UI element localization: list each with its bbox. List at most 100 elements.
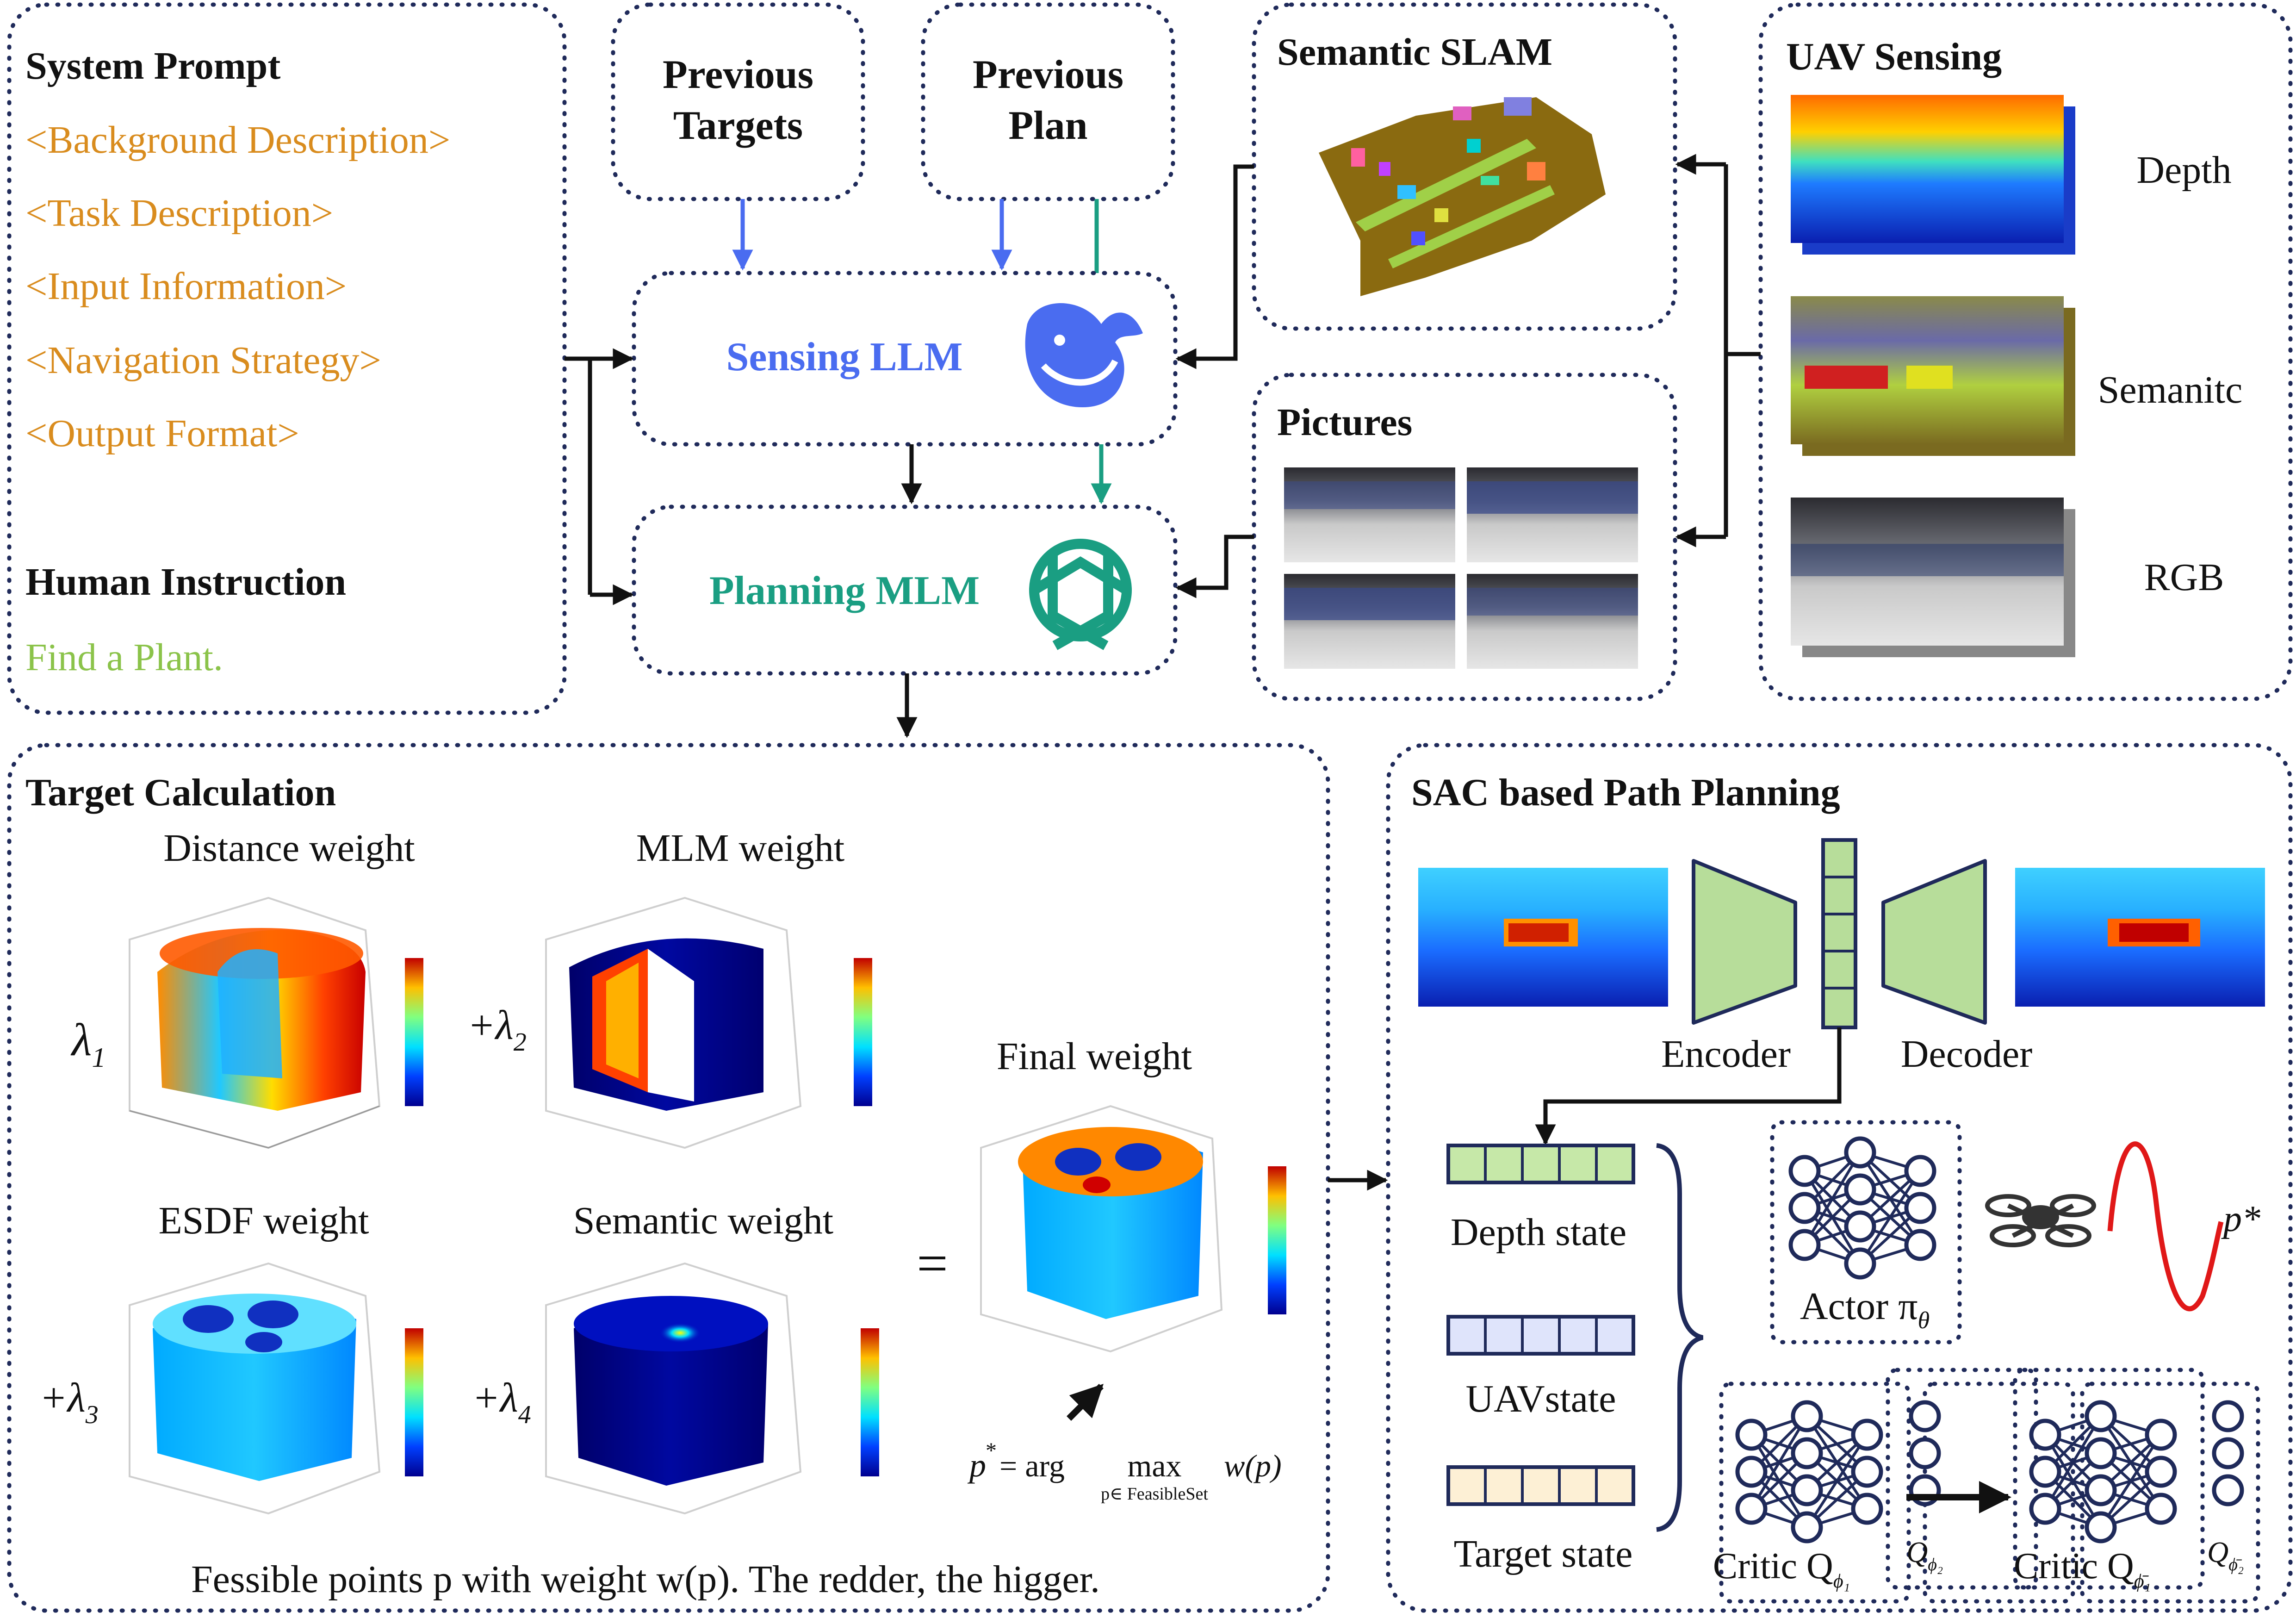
system-prompt-title: System Prompt xyxy=(25,44,280,87)
sensing-llm-label: Sensing LLM xyxy=(726,335,962,380)
sac-path-planning-panel: SAC based Path Planning Encoder Decoder xyxy=(1386,743,2293,1613)
semantic-weight-plot xyxy=(545,1262,879,1515)
picture-grid xyxy=(1284,467,1638,669)
esdf-weight-plot xyxy=(129,1262,423,1515)
svg-text:w(p): w(p) xyxy=(1224,1448,1282,1483)
critic-network-1: Critic Qϕ₁ Qϕ₂ xyxy=(1713,1368,2075,1604)
previous-targets-line2: Targets xyxy=(673,103,803,148)
lambda-2: +λ2 xyxy=(467,1002,527,1057)
distance-weight-label: Distance weight xyxy=(163,827,415,870)
svg-text:p: p xyxy=(967,1447,986,1484)
target-calculation-caption: Fessible points p with weight w(p). The … xyxy=(191,1558,1100,1601)
lambda-3: +λ3 xyxy=(39,1375,99,1429)
prompt-item-background: <Background Description> xyxy=(25,118,450,162)
pictures-title: Pictures xyxy=(1277,401,1412,444)
trajectory-curve xyxy=(2107,1141,2224,1312)
svg-text:max: max xyxy=(1127,1448,1181,1483)
rgb-label: RGB xyxy=(2144,556,2224,599)
encoder-label: Encoder xyxy=(1661,1033,1791,1076)
encoder-block xyxy=(1692,859,1797,1025)
prompt-item-input: <Input Information> xyxy=(25,265,347,308)
target-state-label: Target state xyxy=(1454,1532,1633,1575)
lambda-1: λ1 xyxy=(70,1014,105,1073)
semantic-map-image xyxy=(1319,97,1606,296)
depth-state-vector xyxy=(1446,1144,1635,1184)
human-instruction-text: Find a Plant. xyxy=(25,636,223,679)
critic-2-label: Critic Qϕ̄₁ xyxy=(2014,1546,2151,1592)
planning-mlm-label: Planning MLM xyxy=(709,568,980,613)
target-state-vector xyxy=(1446,1465,1635,1506)
p-star-label: p* xyxy=(2221,1199,2260,1239)
mlm-weight-plot xyxy=(545,896,872,1149)
state-brace xyxy=(1656,1143,1704,1532)
previous-plan-line2: Plan xyxy=(1008,103,1087,148)
uav-state-vector xyxy=(1446,1315,1635,1356)
critic-1-label: Critic Qϕ₁ xyxy=(1713,1546,1850,1592)
argmax-formula: p * = arg max p∈ FeasibleSet w(p) xyxy=(967,1438,1282,1504)
final-weight-plot xyxy=(980,1105,1286,1353)
drone-icon xyxy=(1985,1194,2096,1247)
critic-network-2: Critic Qϕ̄₁ Qϕ̄₂ xyxy=(2013,1368,2260,1604)
arrow-pictures-to-planning xyxy=(1175,535,1254,598)
semantic-weight-label: Semantic weight xyxy=(573,1199,833,1242)
planning-mlm-box: Planning MLM xyxy=(632,504,1178,676)
sac-title: SAC based Path Planning xyxy=(1411,771,1840,814)
uav-sensing-title: UAV Sensing xyxy=(1786,35,2002,78)
target-calculation-panel: Target Calculation Distance weight MLM w… xyxy=(7,743,1330,1613)
semantic-label: Semanitc xyxy=(2098,368,2243,411)
prompt-item-navigation: <Navigation Strategy> xyxy=(25,339,381,382)
previous-plan-box: Previous Plan xyxy=(921,2,1175,201)
mlm-weight-label: MLM weight xyxy=(636,827,844,870)
depth-label: Depth xyxy=(2136,149,2231,192)
svg-text:p∈ FeasibleSet: p∈ FeasibleSet xyxy=(1101,1484,1208,1504)
target-calculation-border xyxy=(7,743,1330,1613)
lambda-4: +λ4 xyxy=(472,1375,531,1429)
distance-weight-plot xyxy=(129,896,423,1149)
semantic-colorbar xyxy=(861,1328,879,1476)
previous-targets-line1: Previous xyxy=(663,52,813,97)
human-instruction-title: Human Instruction xyxy=(25,560,346,604)
uav-sensing-panel: UAV Sensing Depth Semanitc RGB xyxy=(1758,2,2293,701)
uav-state-label: UAVstate xyxy=(1465,1377,1616,1420)
depth-image xyxy=(1791,95,2064,243)
previous-plan-border xyxy=(921,2,1175,201)
arrow-slam-to-sensing xyxy=(1175,164,1254,369)
latent-vector xyxy=(1821,838,1857,1029)
sensing-llm-box: Sensing LLM xyxy=(632,271,1178,447)
arrow-latent-to-depth-state xyxy=(1535,1027,1842,1145)
depth-state-label: Depth state xyxy=(1451,1211,1626,1254)
previous-targets-border xyxy=(611,2,865,201)
esdf-colorbar xyxy=(405,1328,423,1476)
prompt-item-task: <Task Description> xyxy=(25,192,333,235)
decoder-label: Decoder xyxy=(1901,1033,2033,1076)
critic-1-side-label: Qϕ₂ xyxy=(1906,1536,1943,1574)
sensing-llm-border xyxy=(632,271,1178,447)
line-prompt-split xyxy=(565,356,592,595)
target-calculation-title: Target Calculation xyxy=(25,771,336,814)
planning-mlm-border xyxy=(632,504,1178,676)
actor-network: Actor πθ xyxy=(1770,1120,1962,1344)
arrow-to-best-point xyxy=(1067,1384,1104,1421)
whale-logo-icon xyxy=(1025,303,1143,407)
final-weight-label: Final weight xyxy=(997,1035,1192,1078)
semantic-slam-title: Semantic SLAM xyxy=(1277,31,1552,74)
final-colorbar xyxy=(1268,1166,1286,1314)
previous-plan-line1: Previous xyxy=(973,52,1123,97)
uav-sensing-border xyxy=(1758,2,2293,701)
esdf-weight-label: ESDF weight xyxy=(158,1199,369,1242)
mlm-colorbar xyxy=(854,958,872,1106)
prompt-item-output: <Output Format> xyxy=(25,412,299,455)
knot-logo-icon xyxy=(1029,539,1132,650)
system-prompt-panel: System Prompt <Background Description> <… xyxy=(7,2,567,715)
equals-sign: = xyxy=(917,1232,948,1294)
semantic-slam-panel: Semantic SLAM xyxy=(1252,2,1677,331)
decoder-block xyxy=(1881,859,1987,1025)
distance-colorbar xyxy=(405,958,423,1106)
svg-text:*: * xyxy=(986,1438,997,1463)
pictures-panel: Pictures xyxy=(1252,373,1677,701)
svg-text:= arg: = arg xyxy=(999,1448,1065,1483)
previous-targets-box: Previous Targets xyxy=(611,2,865,201)
actor-label: Actor πθ xyxy=(1800,1285,1930,1334)
critic-2-side-label: Qϕ̄₂ xyxy=(2207,1536,2244,1574)
